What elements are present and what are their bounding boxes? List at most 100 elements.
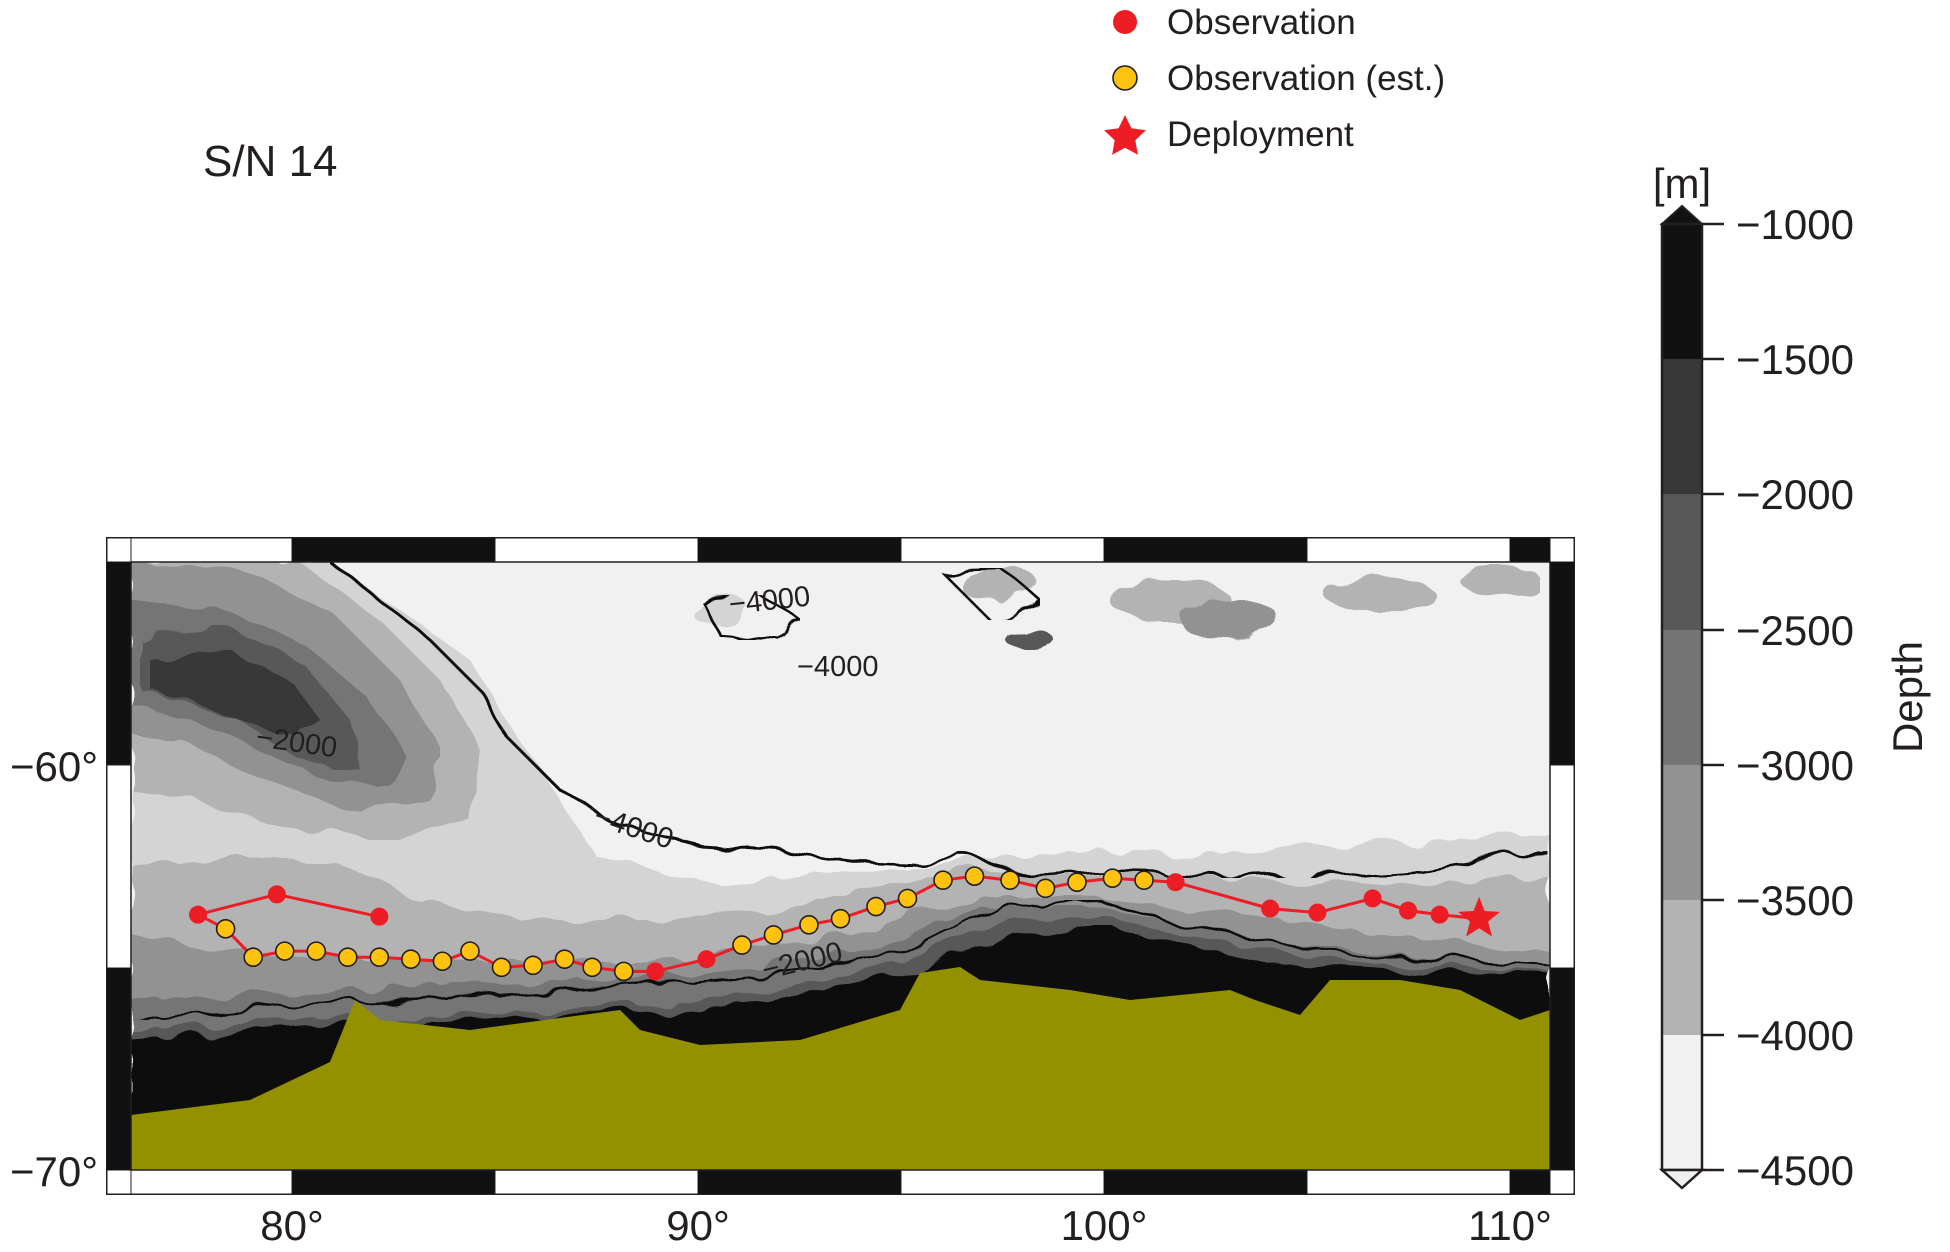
y-tick-label: −70° [10, 1148, 98, 1195]
contour-2000-line [131, 898, 1550, 1022]
depth-colorbar: [m] −1000 −1500 −2000 −2500 −3000 −3500 … [1653, 160, 1931, 1194]
observation-est-marker [369, 947, 390, 968]
border-segment [130, 537, 293, 563]
border-segment [106, 764, 132, 969]
seamount-patch [1006, 630, 1054, 650]
colorbar-tick-label: −4000 [1736, 1012, 1854, 1059]
border-segment [130, 1169, 293, 1195]
observation-est-marker [243, 947, 263, 968]
border-segment [1550, 968, 1574, 1170]
observation-est-marker [274, 941, 295, 961]
legend-deployment-star-icon [1104, 115, 1146, 155]
colorbar-tick-label: −3000 [1736, 742, 1854, 789]
observation-est-marker [1102, 868, 1123, 888]
observation-marker [267, 885, 286, 904]
border-segment [698, 1170, 901, 1194]
border-segment [698, 538, 901, 562]
observation-marker [646, 962, 665, 981]
legend: Observation Observation (est.) Deploymen… [1104, 3, 1445, 155]
border-segment [292, 538, 495, 562]
colorbar-ticks [1702, 222, 1724, 1172]
observation-est-marker [523, 955, 543, 976]
contour-label: −4000 [797, 651, 878, 683]
border-segment [1510, 538, 1550, 562]
observation-est-marker [613, 961, 634, 982]
observation-est-marker [830, 908, 851, 929]
seamount-patch [1460, 564, 1540, 596]
x-tick-label: 110° [1468, 1202, 1552, 1249]
figure-title: S/N 14 [203, 137, 338, 186]
observation-est-marker [866, 896, 886, 917]
observation-est-marker [337, 947, 358, 968]
observation-est-marker [1000, 870, 1020, 890]
observation-est-marker [491, 957, 512, 978]
border-segment [292, 1170, 495, 1194]
observation-est-marker [432, 951, 453, 972]
observation-marker [189, 905, 208, 924]
colorbar-title: Depth [1884, 641, 1931, 753]
antarctic-land [131, 967, 1550, 1170]
border-segment [900, 1169, 1105, 1195]
observation-est-marker [763, 925, 784, 945]
border-segment [494, 1169, 699, 1195]
observation-est-marker [554, 949, 575, 970]
legend-observation-est-marker [1112, 65, 1138, 91]
border-segment [1510, 1170, 1550, 1194]
colorbar-segment [1662, 900, 1702, 1035]
border-segment [1104, 538, 1307, 562]
seamount-patches [690, 564, 1540, 650]
border-segment [900, 537, 1105, 563]
legend-observation-label: Observation [1167, 3, 1356, 42]
border-segment [1549, 764, 1575, 969]
colorbar-tick-label: −3500 [1736, 877, 1854, 924]
colorbar-segment [1662, 494, 1702, 630]
colorbar-tick-label: −1500 [1736, 336, 1854, 383]
seamount-patch [690, 596, 750, 624]
seamount-patch [1180, 600, 1280, 640]
float-track-markers [189, 866, 1500, 982]
observation-marker [1166, 873, 1185, 892]
colorbar-segment [1662, 765, 1702, 900]
observation-est-marker [582, 957, 602, 978]
observation-est-marker [306, 941, 327, 961]
colorbar-unit: [m] [1653, 160, 1711, 207]
legend-observation-marker [1113, 10, 1137, 34]
observation-est-marker [964, 866, 985, 886]
observation-marker [1399, 901, 1418, 920]
colorbar-segment [1662, 630, 1702, 765]
map-inner-border [130, 561, 1551, 1171]
observation-marker [697, 950, 716, 969]
observation-marker [1363, 889, 1382, 908]
legend-observation-est-label: Observation (est.) [1167, 59, 1445, 98]
observation-est-marker [1067, 872, 1087, 893]
border-segment [107, 968, 131, 1170]
border-segment [1104, 1170, 1307, 1194]
seamount-patch [960, 569, 1040, 601]
observation-marker [1261, 899, 1280, 918]
observation-est-marker [215, 919, 236, 939]
observation-marker [370, 907, 389, 926]
border-segment [1306, 537, 1511, 563]
x-tick-label: 100° [1061, 1202, 1148, 1249]
colorbar-top-arrow [1659, 204, 1705, 225]
contour-4000-line-patch [697, 593, 802, 642]
observation-est-marker [897, 888, 918, 909]
plateau-band-1000 [150, 650, 320, 740]
observation-est-marker [460, 941, 480, 961]
observation-est-marker [401, 949, 421, 970]
border-segment [107, 562, 131, 765]
colorbar-tick-label: −2000 [1736, 471, 1854, 518]
colorbar-segment [1662, 224, 1702, 359]
x-tick-label: 90° [666, 1202, 730, 1249]
colorbar-segment [1662, 1035, 1702, 1170]
observation-est-marker [732, 935, 752, 955]
colorbar-tick-label: −1000 [1736, 201, 1854, 248]
observation-marker [1308, 903, 1327, 922]
observation-est-marker [1035, 878, 1056, 899]
legend-deployment-label: Deployment [1167, 115, 1354, 154]
colorbar-bottom-arrow [1658, 1168, 1706, 1190]
y-tick-label: −60° [10, 743, 98, 790]
bathymetry-map: −4000 −4000 −2000 −4000 −2000 [131, 562, 1550, 1170]
border-segment [494, 537, 699, 563]
